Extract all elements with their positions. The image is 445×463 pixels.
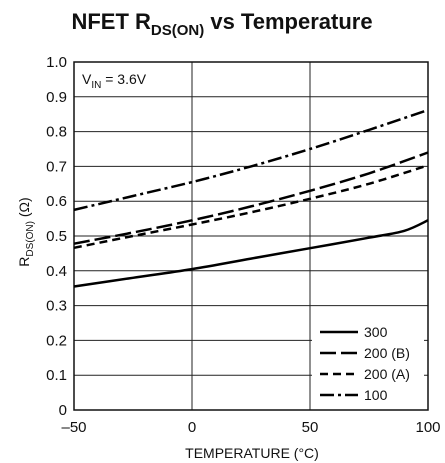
- y-tick-label: 0.2: [46, 332, 67, 349]
- y-tick-label: 0: [59, 402, 67, 419]
- series-line-300: [73, 219, 429, 288]
- chart-title: NFET RDS(ON) vs Temperature: [71, 9, 372, 39]
- y-tick-label: 0.4: [46, 263, 67, 280]
- legend: 300 200 (B) 200 (A) 100: [312, 318, 424, 406]
- y-tick-label: 0.6: [46, 193, 67, 210]
- y-tick-label: 1.0: [46, 54, 67, 71]
- plot-frame: [73, 61, 429, 411]
- chart-title-subscript: DS(ON): [151, 22, 204, 39]
- legend-label: 300: [364, 324, 388, 340]
- y-axis-label-rest: (Ω): [16, 197, 32, 221]
- series-layer: [73, 108, 429, 288]
- annotation-main: V: [82, 71, 92, 87]
- chart-title-main: NFET R: [71, 9, 151, 34]
- y-axis-label: RDS(ON) (Ω): [16, 197, 36, 266]
- series-line-200-a: [73, 164, 429, 250]
- x-tick-label: 0: [188, 419, 196, 436]
- y-axis-label-main: R: [16, 257, 32, 267]
- y-tick-label: 0.8: [46, 124, 67, 141]
- chart-title-rest: vs Temperature: [204, 9, 372, 34]
- condition-annotation: VIN = 3.6V: [82, 71, 147, 91]
- y-tick-label: 0.1: [46, 367, 67, 384]
- x-axis-label: TEMPERATURE (°C): [185, 445, 319, 461]
- y-tick-label: 0.3: [46, 298, 67, 315]
- series-line-200-b: [73, 151, 429, 245]
- x-tick-label: –50: [61, 419, 86, 436]
- y-axis-label-subscript: DS(ON): [25, 221, 36, 257]
- x-tick-label: 100: [415, 419, 440, 436]
- x-tick-label: 50: [302, 419, 319, 436]
- y-tick-label: 0.5: [46, 228, 67, 245]
- legend-label: 200 (A): [364, 366, 410, 382]
- legend-label: 200 (B): [364, 345, 410, 361]
- y-tick-label: 0.9: [46, 89, 67, 106]
- annotation-subscript: IN: [91, 80, 101, 91]
- grid-layer: [74, 62, 428, 410]
- legend-label: 100: [364, 387, 388, 403]
- tick-layer: 00.10.20.30.40.50.60.70.80.91.0–50 0 50 100: [46, 54, 440, 436]
- series-line-100: [73, 108, 429, 212]
- y-tick-label: 0.7: [46, 158, 67, 175]
- annotation-rest: = 3.6V: [101, 71, 146, 87]
